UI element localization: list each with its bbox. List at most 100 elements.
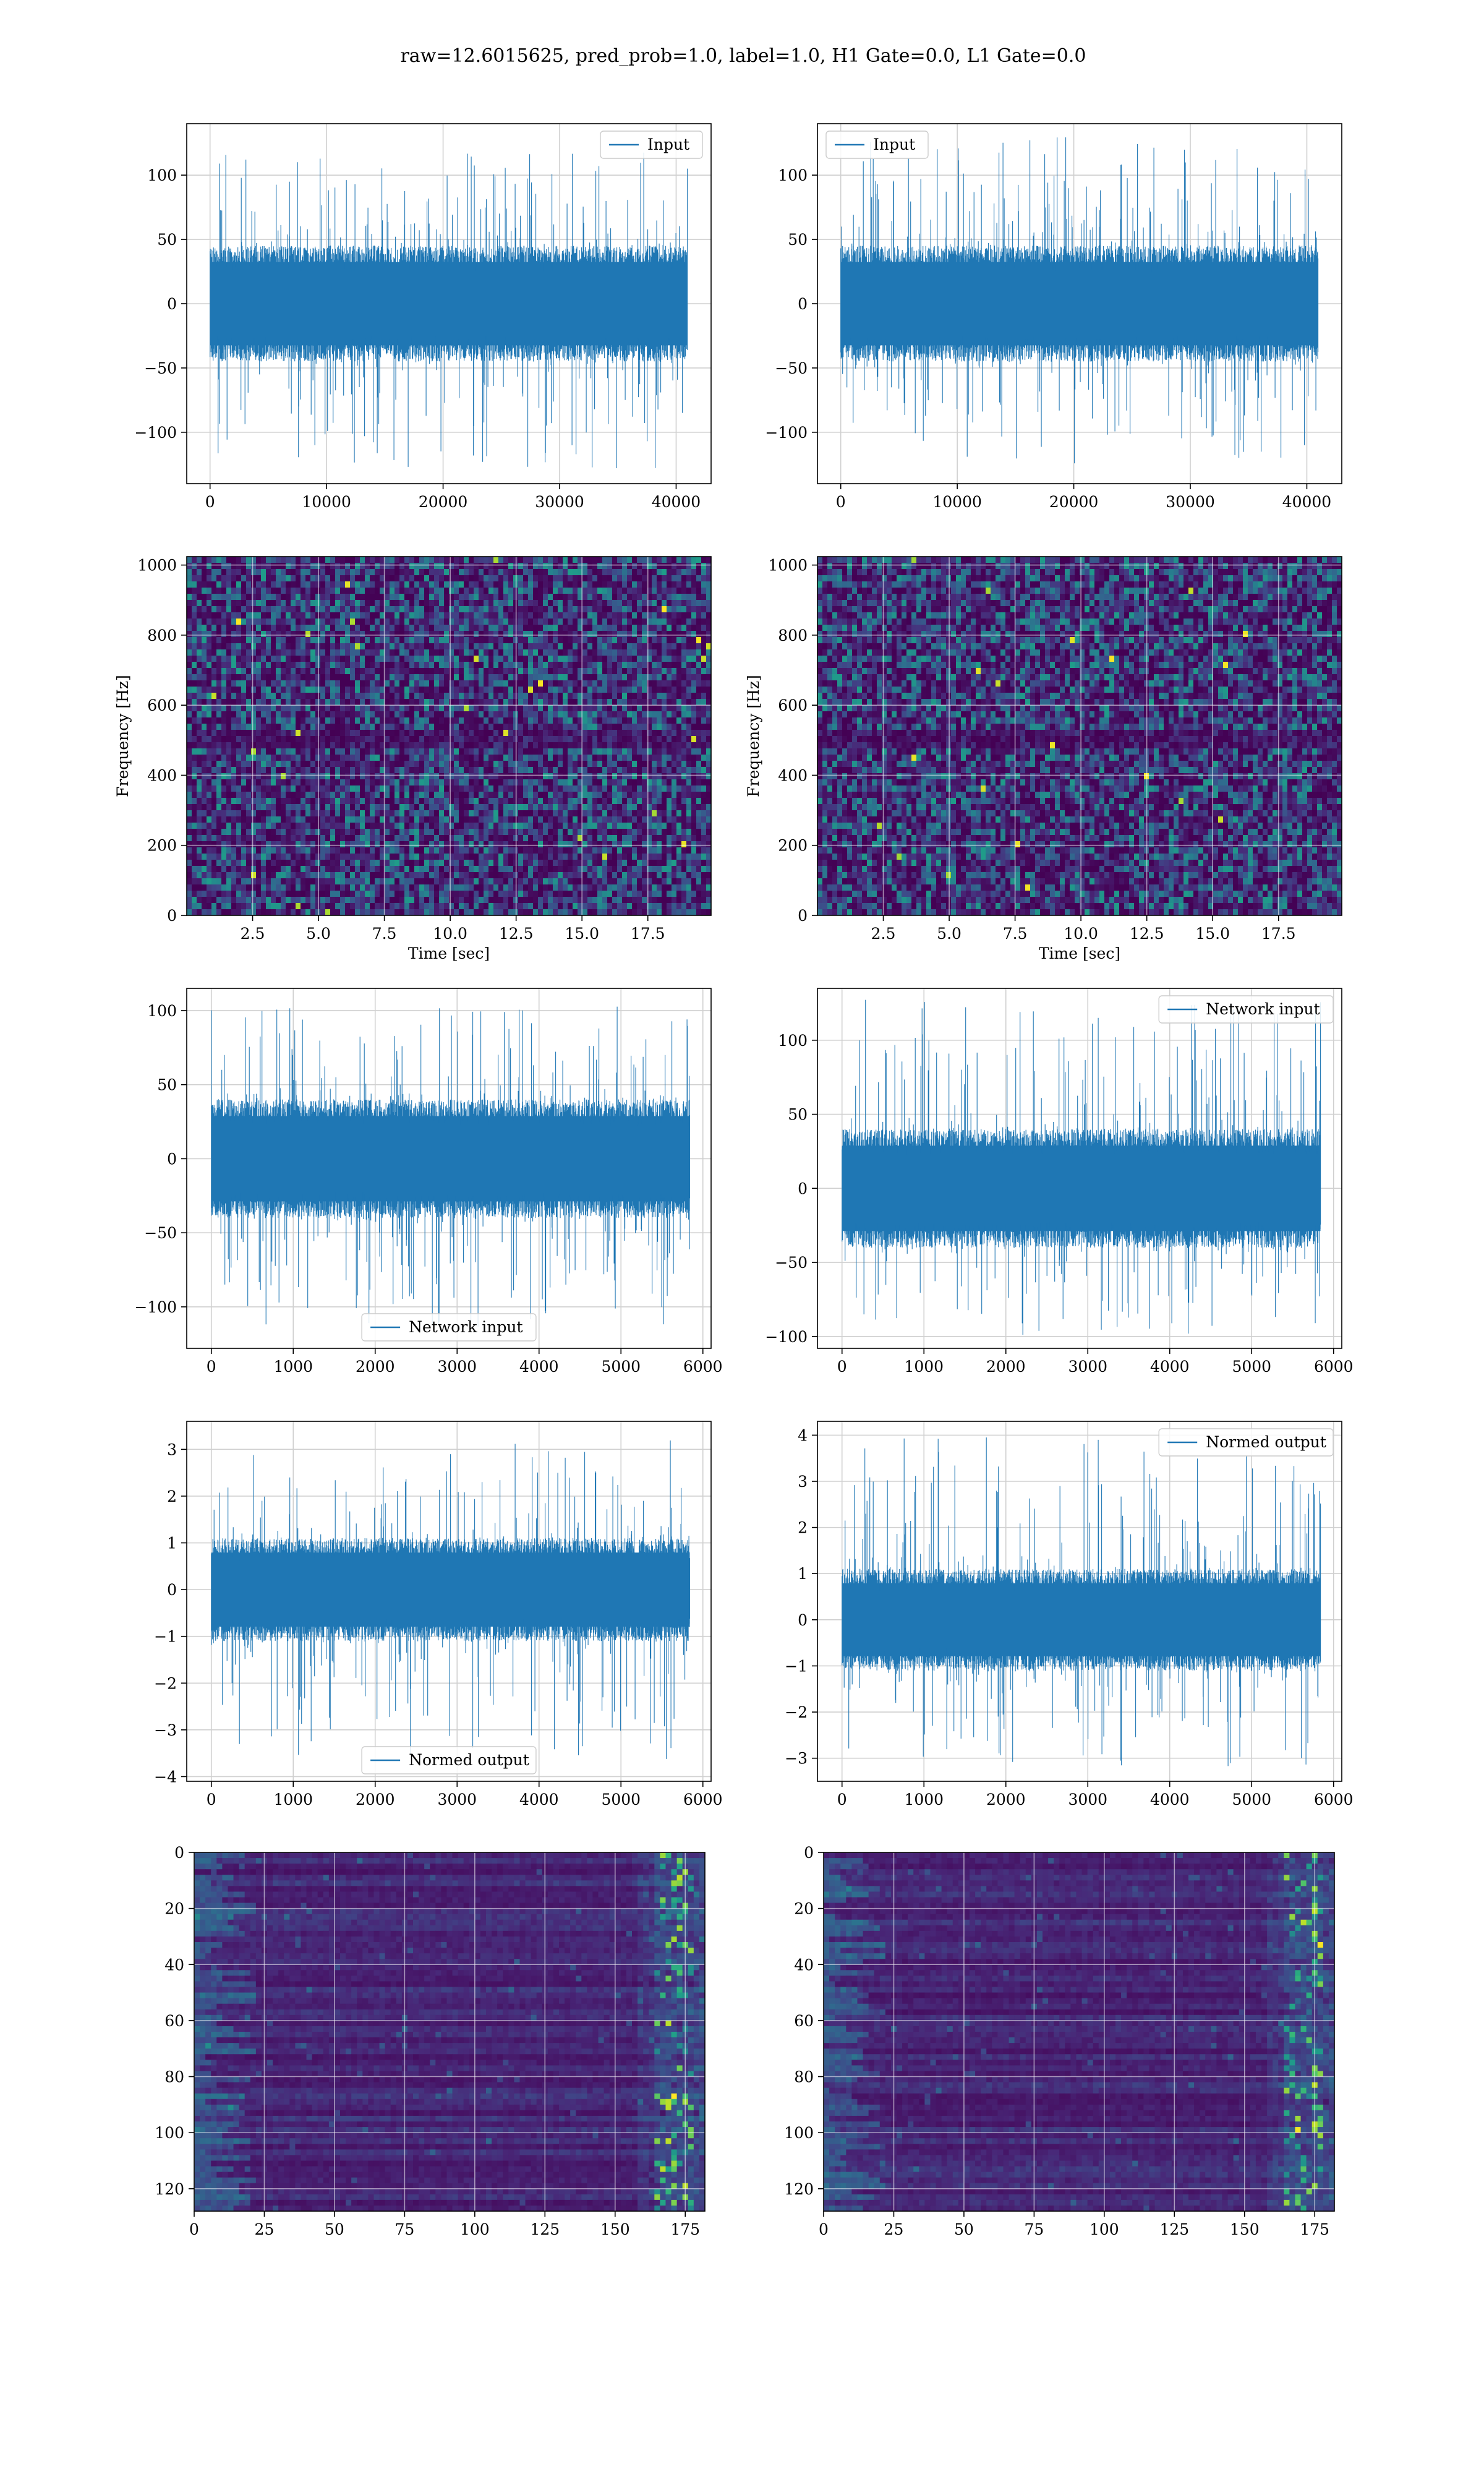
spec-h1-cell [301, 773, 306, 780]
spec-h1-cell [231, 804, 237, 811]
spec-h1-cell [449, 705, 454, 712]
spec-h1-cell [301, 829, 306, 836]
spec-h1-cell [202, 829, 207, 836]
spec-h1-cell [409, 792, 415, 798]
spec-h1-cell [271, 618, 276, 625]
spec-h1-cell [597, 649, 603, 656]
spec-h1-cell [211, 785, 217, 792]
spec-h1-cell [301, 804, 306, 811]
spec-h1-cell [434, 594, 440, 601]
spec-h1-cell [582, 674, 588, 681]
spec-h1-cell [553, 736, 558, 743]
spec-h1-cell [568, 643, 573, 650]
spec-h1-cell [469, 693, 474, 700]
spec-h1-cell [503, 717, 509, 724]
spec-h1-cell [315, 798, 321, 805]
spec-h1-cell [528, 748, 534, 755]
spec-h1-cell [221, 804, 227, 811]
spec-h1-cell [681, 724, 687, 730]
spec-h1-cell [419, 637, 425, 644]
spec-h1-cell [335, 785, 341, 792]
spec-h1-cell [211, 724, 217, 730]
spec-h1-cell [578, 730, 583, 737]
spec-h1-cell [320, 649, 326, 656]
spec-h1-cell [622, 637, 628, 644]
spec-h1-cell [454, 693, 459, 700]
spec-h1-cell [207, 711, 212, 718]
spec-h1-cell [261, 779, 267, 786]
spec-h1-cell [498, 631, 504, 638]
spec-h1-cell [642, 631, 647, 638]
spec-h1-cell [187, 557, 192, 563]
spec-h1-cell [568, 631, 573, 638]
spec-h1-cell [286, 804, 291, 811]
spec-h1-cell [355, 575, 360, 582]
spec-h1-cell [479, 785, 484, 792]
spec-h1-cell [627, 680, 633, 687]
spec-h1-cell [493, 662, 499, 669]
spec-h1-cell [523, 662, 529, 669]
spec-h1-cell [246, 643, 252, 650]
spec-h1-cell [667, 631, 672, 638]
spec-h1-cell [479, 724, 484, 730]
spec-h1-cell [538, 761, 544, 768]
spec-h1-cell [355, 618, 360, 625]
spec-h1-cell [449, 810, 454, 817]
spec-h1-cell [553, 569, 558, 576]
spec-h1-cell [310, 649, 316, 656]
spec-h1-cell [365, 804, 370, 811]
spec-h1-cell [543, 798, 548, 805]
spec-h1-cell [632, 705, 638, 712]
spec-h1-cell [493, 656, 499, 662]
spec-h1-cell [587, 643, 593, 650]
spec-h1-cell [266, 687, 271, 693]
spec-h1-cell [563, 637, 568, 644]
spec-h1-cell [345, 829, 351, 836]
spec-h1-cell [221, 835, 227, 842]
spec-h1-cell [251, 798, 257, 805]
spec-h1-cell [246, 816, 252, 823]
spec-h1-cell [602, 656, 608, 662]
spec-h1-cell [256, 717, 262, 724]
spec-h1-cell [266, 563, 271, 570]
spec-h1-cell [469, 785, 474, 792]
spec-h1-cell [662, 687, 667, 693]
spec-h1-cell [518, 699, 524, 706]
spec-h1-cell [617, 588, 623, 594]
spec-h1-cell [286, 606, 291, 613]
raw-h1-ytick-label: −50 [144, 359, 177, 377]
spec-h1-cell [587, 755, 593, 761]
spec-h1-cell [202, 612, 207, 619]
spec-h1-cell [335, 581, 341, 588]
spec-h1-cell [226, 656, 232, 662]
spec-h1-cell [484, 625, 489, 631]
spec-h1-cell [409, 810, 415, 817]
spec-h1-cell [573, 581, 578, 588]
spec-h1-cell [241, 668, 247, 675]
spec-h1-cell [691, 767, 697, 774]
spec-h1-cell [221, 798, 227, 805]
spec-h1-cell [271, 668, 276, 675]
spec-h1-cell [360, 612, 365, 619]
spec-h1-cell [627, 606, 633, 613]
spec-h1-cell [390, 674, 395, 681]
spec-h1-cell [676, 711, 682, 718]
spec-h1-cell [538, 742, 544, 749]
spec-h1-cell [474, 761, 479, 768]
spec-h1-cell [409, 785, 415, 792]
spec-h1-cell [261, 594, 267, 601]
spec-h1-cell [662, 680, 667, 687]
spec-h1-cell [607, 829, 613, 836]
spec-h1-cell [330, 761, 336, 768]
spec-h1-cell [459, 730, 464, 737]
spec-h1-cell [691, 810, 697, 817]
spec-h1-cell [315, 823, 321, 829]
spec-h1-cell [518, 674, 524, 681]
spec-h1-cell [657, 581, 662, 588]
spec-h1-cell [370, 637, 375, 644]
spec-h1-cell [390, 711, 395, 718]
spec-h1-cell [305, 693, 311, 700]
spec-h1-cell [681, 662, 687, 669]
spec-h1-cell [429, 569, 435, 576]
spec-h1-cell [305, 829, 311, 836]
